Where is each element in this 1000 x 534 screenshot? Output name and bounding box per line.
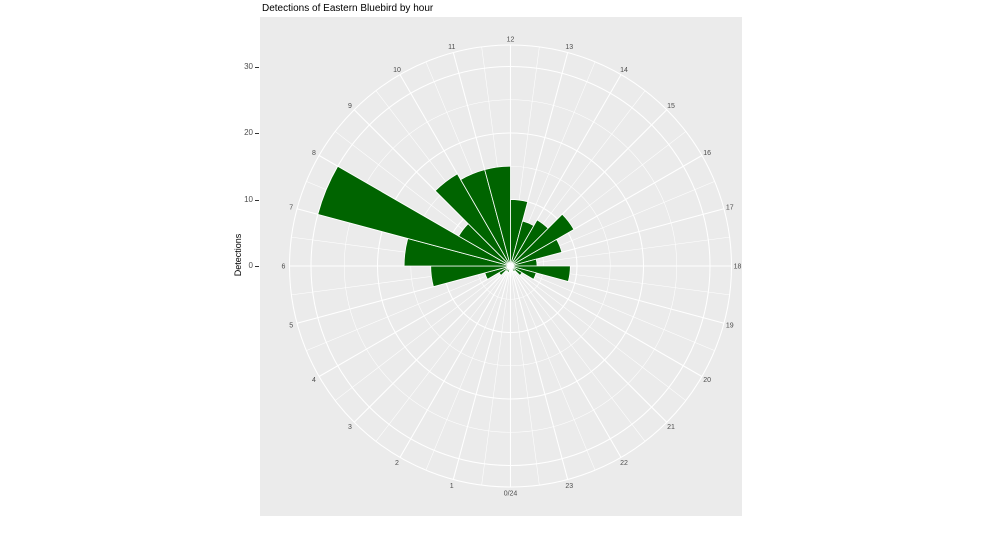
polar-bar	[510, 238, 563, 267]
grid-spoke-major	[510, 265, 703, 377]
hour-label: 0/24	[504, 491, 518, 498]
grid-circle-major	[376, 132, 645, 400]
grid-spoke-major	[353, 265, 511, 423]
y-tick-mark	[255, 133, 259, 134]
grid-spoke-major	[509, 265, 569, 480]
hour-label: 21	[667, 424, 675, 431]
grid-spoke-minor	[375, 265, 511, 442]
hour-label: 3	[348, 424, 352, 431]
hour-label: 17	[726, 205, 734, 212]
hour-label: 7	[289, 205, 293, 212]
y-tick-label: 0	[248, 261, 253, 270]
grid-spoke-minor	[481, 265, 511, 486]
plot-title: Detections of Eastern Bluebird by hour	[262, 3, 434, 14]
grid-spoke-minor	[510, 265, 540, 486]
hour-label: 1	[450, 483, 454, 490]
hour-label: 20	[703, 377, 711, 384]
polar-bar	[317, 165, 511, 267]
y-tick-mark	[255, 266, 259, 267]
grid-circle-outer	[288, 44, 733, 488]
hour-label: 5	[289, 322, 293, 329]
grid-spoke-major	[399, 265, 511, 458]
grid-spoke-major	[452, 265, 512, 480]
y-tick-mark	[255, 199, 259, 201]
grid-spoke-minor	[425, 265, 511, 471]
y-tick-label: 30	[244, 61, 253, 71]
hour-label: 14	[620, 67, 628, 74]
hour-label: 16	[703, 150, 711, 157]
hour-label: 4	[312, 377, 316, 384]
hour-label: 13	[565, 44, 573, 51]
y-tick-label: 20	[244, 128, 253, 137]
grid-spoke-major	[318, 265, 511, 377]
hour-label: 9	[348, 103, 352, 110]
hour-label: 23	[565, 483, 573, 490]
hour-label: 12	[507, 37, 515, 44]
y-tick-label: 10	[244, 194, 253, 204]
polar-bar	[434, 173, 511, 267]
grid-spoke-minor	[510, 265, 596, 471]
hour-label: 22	[620, 460, 628, 467]
grid-spoke-major	[510, 265, 622, 458]
hour-label: 2	[395, 460, 399, 467]
grid-circle-major	[310, 65, 711, 467]
hour-label: 19	[726, 322, 734, 329]
grid-spoke-minor	[306, 265, 511, 351]
grid-spoke-minor	[510, 236, 730, 267]
hour-label: 8	[312, 150, 316, 157]
hour-label: 11	[448, 44, 455, 51]
grid-spoke-minor	[510, 265, 646, 442]
polar-bar	[510, 265, 516, 273]
grid-spoke-minor	[335, 265, 511, 401]
grid-spoke-minor	[510, 265, 715, 351]
grid-spoke-minor	[510, 265, 686, 401]
polar-bar	[484, 165, 511, 267]
hour-label: 15	[667, 103, 675, 110]
grid-spoke-major	[510, 265, 668, 423]
polar-panel: 0/24123456789101112131415161718192021222…	[260, 17, 742, 516]
y-tick-mark	[255, 66, 259, 68]
polar-bar	[510, 213, 575, 267]
hour-label: 10	[393, 67, 401, 74]
hour-label: 6	[282, 264, 286, 271]
hour-label: 18	[734, 264, 742, 271]
